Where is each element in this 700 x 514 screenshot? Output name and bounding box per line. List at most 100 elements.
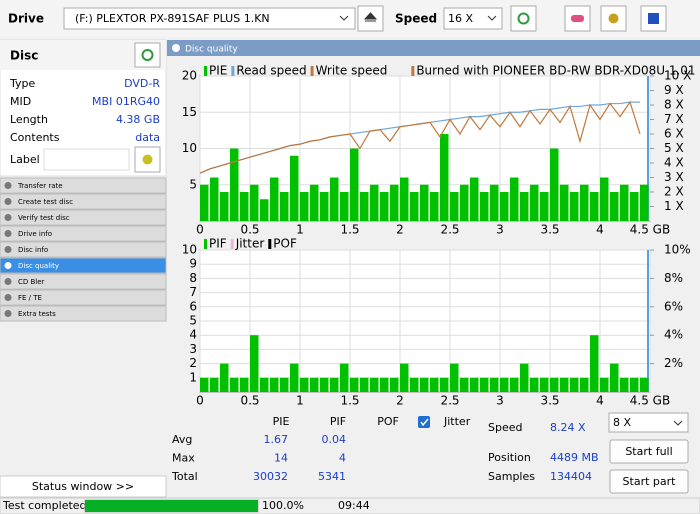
panel-title: Disc quality — [185, 45, 238, 55]
speed-select[interactable] — [443, 7, 503, 30]
y-tick-label: 20 — [182, 69, 197, 83]
disc-field-label: MID — [10, 95, 31, 108]
bar — [200, 377, 209, 392]
bar — [560, 184, 569, 221]
stats-row-label: Avg — [172, 433, 192, 446]
refresh-button[interactable] — [510, 5, 537, 32]
disc-title: Disc — [10, 49, 38, 63]
label-icon — [142, 154, 153, 165]
info-value: 4489 MB — [550, 451, 599, 464]
menu-item[interactable] — [0, 257, 167, 274]
check-mark — [420, 418, 429, 427]
menu-label: Disc quality — [18, 262, 59, 270]
bar — [360, 377, 369, 392]
bar — [220, 363, 229, 392]
menu-label: Drive info — [18, 230, 52, 238]
label-label: Label — [10, 153, 40, 166]
action-button[interactable] — [609, 469, 689, 494]
menu-icon — [4, 262, 12, 269]
y-tick-label: 1 — [189, 370, 197, 384]
speed-label: Speed — [395, 12, 437, 26]
x-tick-label: 3.5 — [540, 394, 559, 408]
bar — [200, 184, 209, 221]
menu-item[interactable] — [0, 241, 167, 258]
info-value: 8.24 X — [550, 421, 586, 434]
y2-tick-label: 6% — [664, 299, 683, 313]
menu-icon — [4, 182, 12, 189]
bar — [300, 377, 309, 392]
bar — [520, 363, 529, 392]
y2-tick-label: 4 X — [664, 156, 684, 170]
menu-item[interactable] — [0, 289, 167, 306]
x-tick-label: 2 — [396, 394, 404, 408]
bar — [390, 377, 399, 392]
menu-item[interactable] — [0, 177, 167, 194]
save-icon — [648, 13, 659, 24]
info-label: Samples — [488, 470, 535, 483]
stats-value: 5341 — [318, 470, 346, 483]
menu-item[interactable] — [0, 225, 167, 242]
copy-icon — [608, 13, 619, 24]
menu-label: Create test disc — [18, 198, 73, 206]
x-tick-label: 3 — [496, 394, 504, 408]
bar — [210, 177, 219, 221]
dropdown-arrow — [339, 15, 349, 21]
bar — [600, 177, 609, 221]
stats-row-label: Max — [172, 452, 195, 465]
bar — [490, 377, 499, 392]
menu-icon — [4, 246, 12, 253]
menu-icon — [4, 294, 12, 301]
line-series — [199, 100, 641, 174]
menu-label: Disc info — [18, 246, 48, 254]
drive-select[interactable] — [63, 7, 356, 30]
bar — [470, 177, 479, 221]
bar — [600, 377, 609, 392]
info-label: Position — [488, 451, 531, 464]
status-window-button[interactable] — [0, 475, 167, 498]
stats-row-label: Total — [171, 470, 198, 483]
x-tick-label: 3.5 — [540, 223, 559, 237]
bar — [510, 177, 519, 221]
bar — [390, 184, 399, 221]
bar — [530, 184, 539, 221]
bar — [360, 192, 369, 221]
panel-icon — [172, 44, 180, 52]
menu-item[interactable] — [0, 209, 167, 226]
action-button[interactable] — [609, 439, 689, 464]
bar — [610, 363, 619, 392]
jitter-checkbox[interactable] — [418, 416, 430, 428]
bar — [440, 377, 449, 392]
bar — [490, 184, 499, 221]
x-tick-label: 4.5 GB — [630, 223, 670, 237]
status-window-label: Status window >> — [32, 480, 134, 493]
legend-label: Burned with PIONEER BD-RW BDR-XD08U 1.01… — [416, 64, 700, 78]
bar — [220, 192, 229, 221]
bar — [480, 377, 489, 392]
bar — [620, 377, 629, 392]
bar — [440, 134, 449, 221]
bar — [400, 177, 409, 221]
bar — [450, 192, 459, 221]
legend-label: Read speed — [236, 64, 306, 78]
menu-item[interactable] — [0, 193, 167, 210]
progress-label: 100.0% — [262, 499, 304, 512]
bar — [290, 363, 299, 392]
bar — [460, 377, 469, 392]
y2-tick-label: 6 X — [664, 127, 684, 141]
disc-refresh-button[interactable] — [134, 42, 161, 68]
bar — [420, 184, 429, 221]
label-button[interactable] — [134, 146, 161, 173]
x-tick-label: 0 — [196, 394, 204, 408]
y-tick-label: 7 — [189, 285, 197, 299]
menu-item[interactable] — [0, 305, 167, 322]
refresh-icon — [517, 12, 530, 25]
bar — [570, 192, 579, 221]
bar — [550, 377, 559, 392]
refresh-icon — [141, 49, 154, 61]
speed-select[interactable] — [608, 412, 689, 433]
speed-select-value: 8 X — [613, 416, 631, 429]
label-input[interactable] — [43, 148, 130, 171]
menu-item[interactable] — [0, 273, 167, 290]
bar — [580, 184, 589, 221]
y-tick-label: 2 — [189, 356, 197, 370]
